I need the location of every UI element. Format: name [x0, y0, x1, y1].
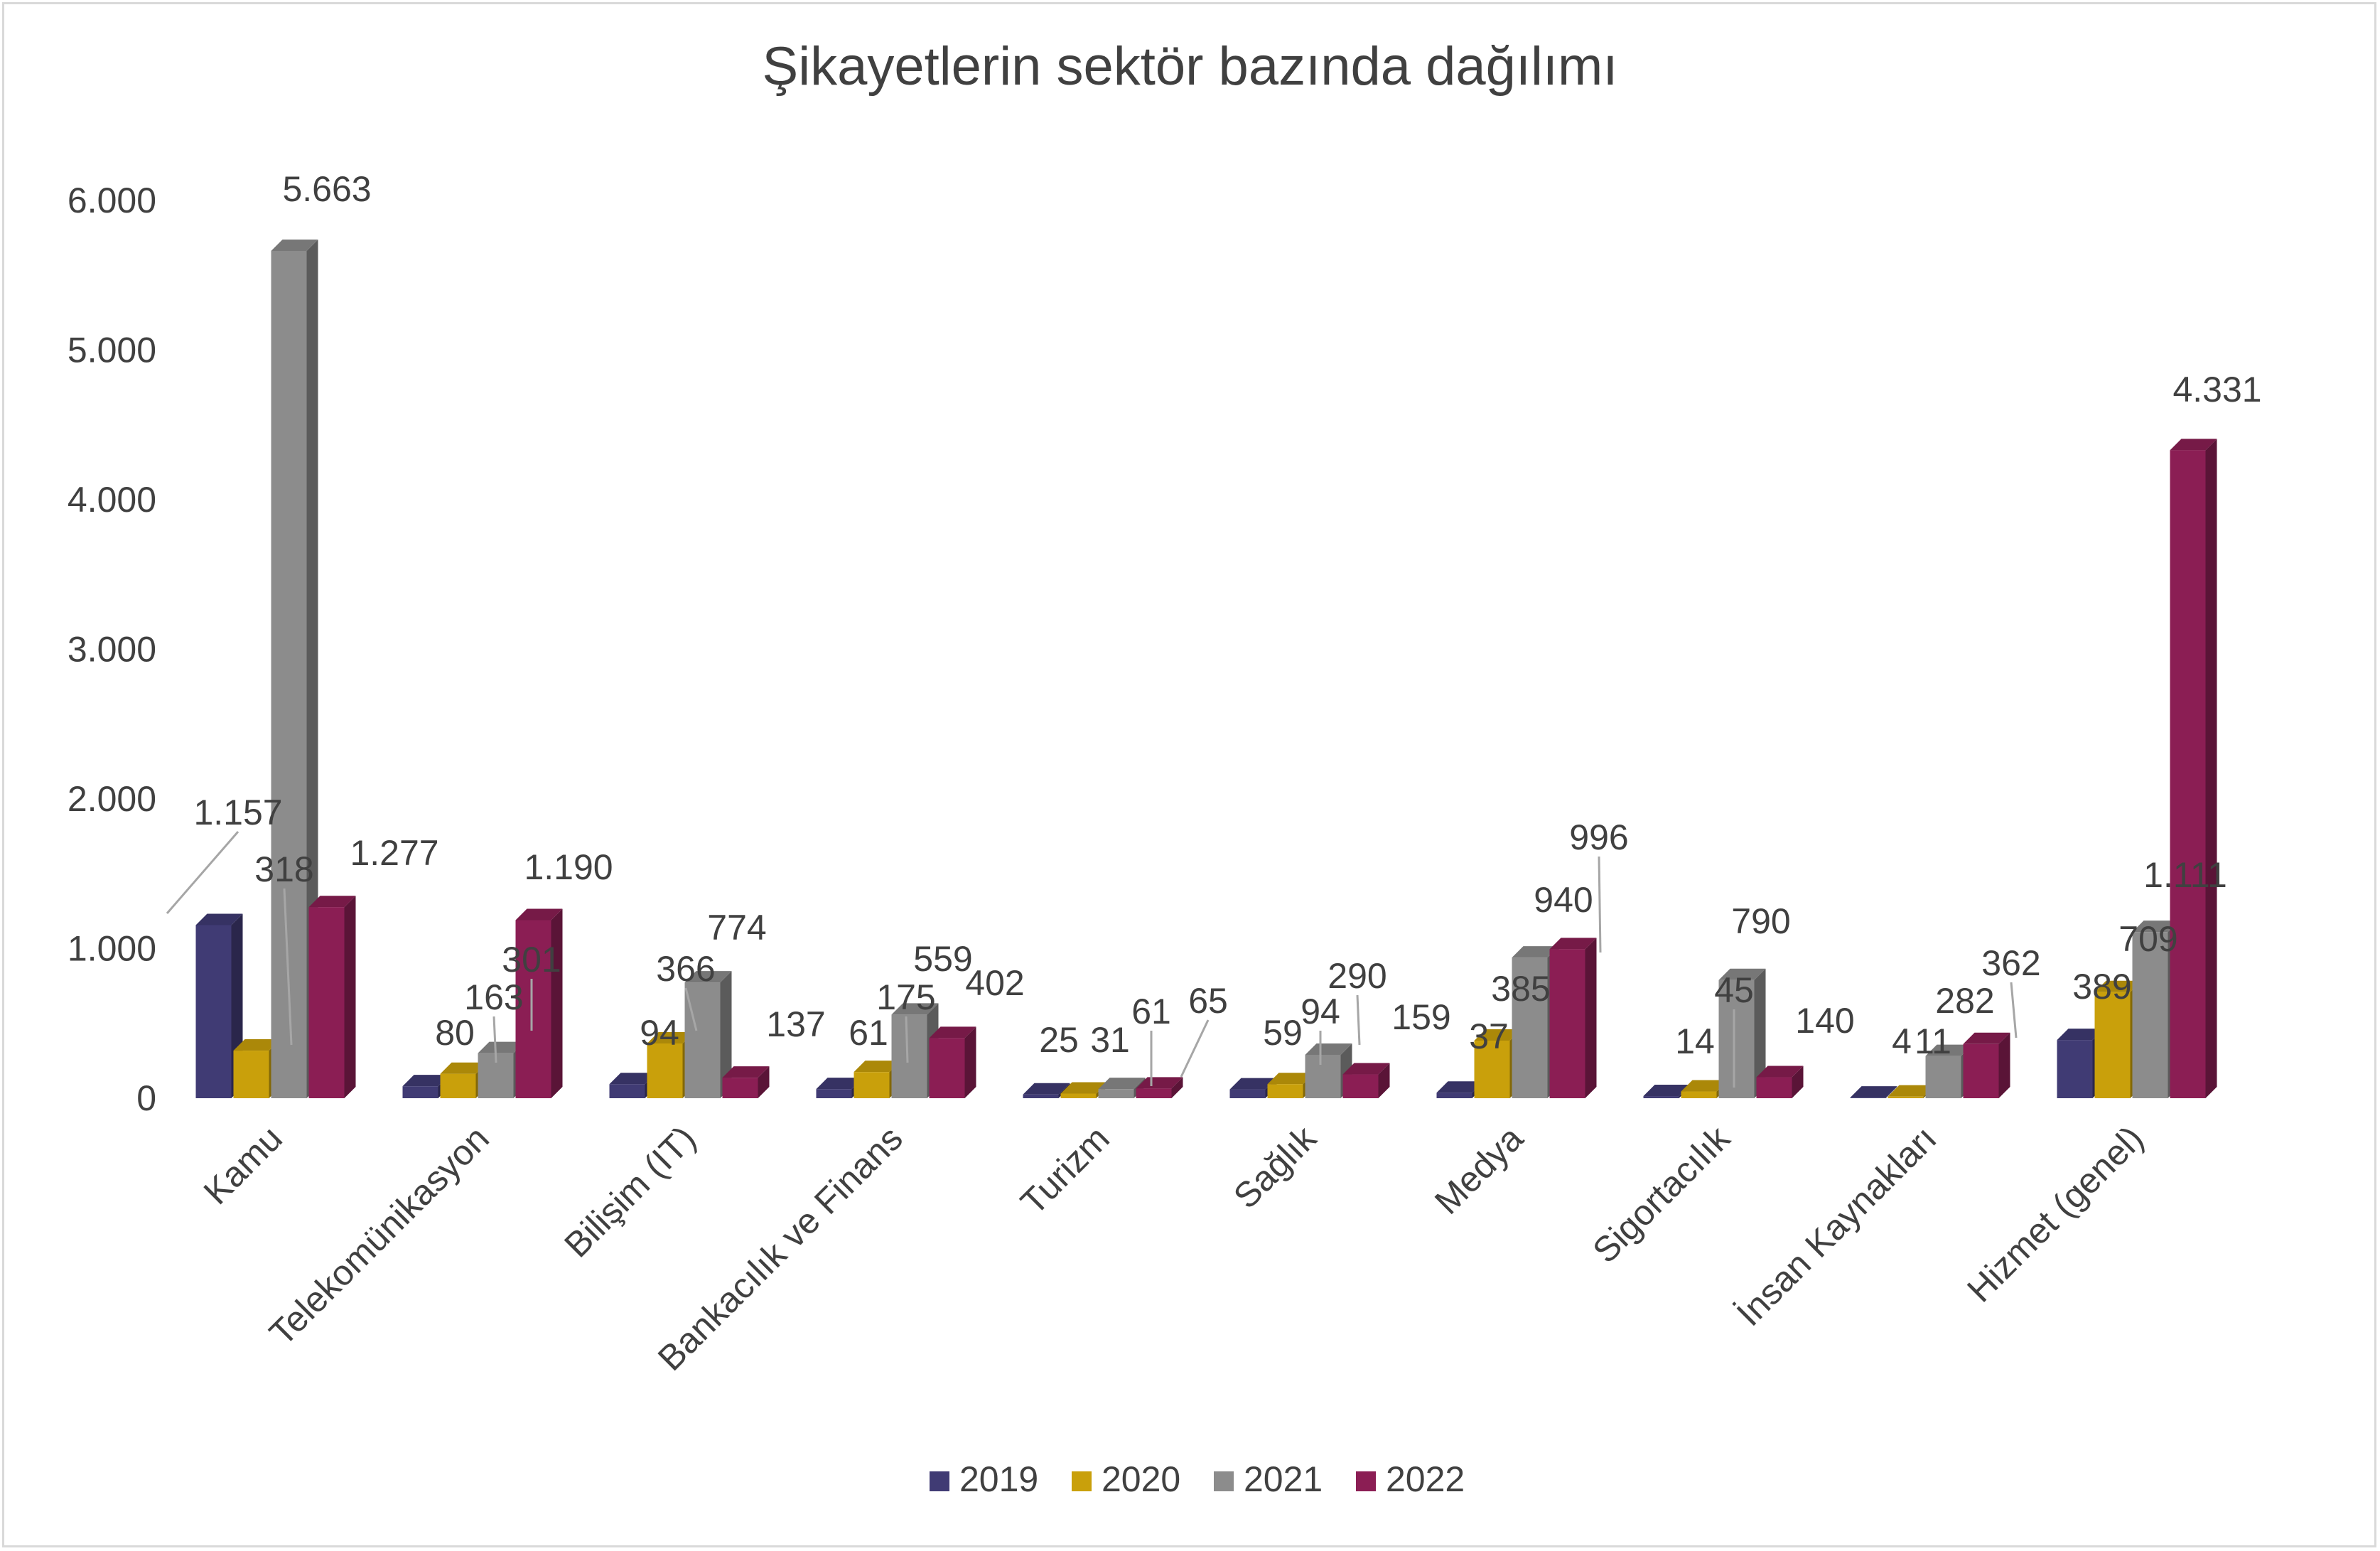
bar — [515, 908, 563, 1098]
bar — [1549, 938, 1597, 1098]
legend-item: 2019 — [930, 1459, 1038, 1499]
x-tick-label: Bilişim (IT) — [556, 1118, 704, 1265]
bar — [1342, 1063, 1390, 1098]
data-label: 11 — [1915, 1021, 1951, 1061]
legend-swatch — [1072, 1471, 1092, 1491]
data-label: 4 — [1892, 1021, 1912, 1061]
data-label: 163 — [464, 977, 523, 1017]
leader-line — [1598, 856, 1602, 953]
x-tick-label: Sağlık — [1226, 1117, 1325, 1216]
data-label: 4.331 — [2172, 370, 2261, 409]
y-tick-label: 0 — [136, 1078, 156, 1118]
data-label: 45 — [1714, 970, 1754, 1010]
data-label: 14 — [1675, 1021, 1715, 1061]
data-label: 65 — [1188, 981, 1228, 1021]
data-label: 94 — [1301, 992, 1340, 1031]
x-tick-label: Kamu — [196, 1118, 290, 1212]
x-tick-label: İnsan Kaynakları — [1729, 1118, 1944, 1333]
data-label: 61 — [849, 1013, 888, 1053]
legend-item: 2020 — [1072, 1459, 1180, 1499]
bar — [1850, 1086, 1897, 1098]
legend-item: 2021 — [1214, 1459, 1323, 1499]
y-tick-label: 3.000 — [68, 630, 156, 670]
leader-line — [1180, 1019, 1210, 1078]
legend-swatch — [930, 1471, 949, 1491]
data-label: 94 — [640, 1013, 679, 1053]
data-label: 1.157 — [193, 793, 282, 832]
data-label: 389 — [2072, 967, 2131, 1007]
data-label: 362 — [1981, 943, 2040, 983]
legend: 2019 2020 2021 2022 — [930, 1459, 1465, 1499]
data-label: 1.277 — [350, 833, 438, 873]
data-label: 301 — [502, 940, 561, 980]
bar — [1756, 1066, 1804, 1098]
leader-line — [2010, 982, 2018, 1039]
chart-title: Şikayetlerin sektör bazında dağılımı — [762, 36, 1618, 97]
data-label: 996 — [1569, 817, 1628, 857]
bar — [2170, 439, 2217, 1098]
legend-item: 2022 — [1356, 1459, 1465, 1499]
data-label: 790 — [1731, 901, 1790, 941]
data-label: 940 — [1534, 880, 1593, 920]
data-label: 140 — [1795, 1001, 1854, 1041]
leader-line — [905, 1016, 909, 1063]
bar-group — [195, 239, 2217, 1099]
legend-label: 2022 — [1386, 1459, 1465, 1499]
y-tick-label: 2.000 — [68, 779, 156, 819]
bar — [929, 1026, 976, 1098]
data-label: 159 — [1391, 997, 1450, 1037]
data-label: 175 — [876, 977, 935, 1017]
bar — [308, 896, 356, 1098]
bar — [1136, 1077, 1183, 1098]
data-label: 559 — [913, 939, 972, 979]
data-label: 31 — [1090, 1020, 1130, 1060]
legend-label: 2020 — [1102, 1459, 1180, 1499]
bar — [684, 971, 732, 1098]
data-label: 318 — [254, 849, 313, 889]
x-tick-label: Telekomünikasyon — [262, 1118, 496, 1353]
data-label: 366 — [656, 949, 715, 989]
data-label: 709 — [2118, 919, 2177, 959]
legend-label: 2021 — [1244, 1459, 1323, 1499]
x-tick-label: Hizmet (genel) — [1959, 1118, 2150, 1309]
y-tick-label: 1.000 — [68, 929, 156, 969]
leader-line — [283, 888, 293, 1046]
data-label: 61 — [1131, 992, 1171, 1031]
data-label: 282 — [1935, 981, 1994, 1021]
leader-line — [1356, 994, 1361, 1046]
y-axis: 0 1.000 2.000 3.000 4.000 5.000 6.000 — [68, 181, 156, 1118]
data-label: 290 — [1328, 956, 1386, 996]
data-label: 774 — [707, 908, 766, 948]
bar — [1963, 1032, 2010, 1098]
legend-swatch — [1214, 1471, 1234, 1491]
bar — [722, 1066, 770, 1098]
x-tick-label: Turizm — [1013, 1118, 1116, 1222]
data-label: 5.663 — [282, 169, 371, 209]
data-label: 59 — [1263, 1013, 1303, 1053]
data-label: 385 — [1491, 969, 1550, 1009]
data-label: 80 — [435, 1013, 475, 1053]
data-label: 137 — [766, 1004, 825, 1044]
data-label: 1.190 — [524, 847, 613, 887]
leader-line — [166, 831, 239, 914]
bar — [1718, 968, 1766, 1098]
y-tick-label: 4.000 — [68, 480, 156, 520]
data-label: 25 — [1039, 1020, 1079, 1060]
legend-swatch — [1356, 1471, 1376, 1491]
leader-line — [684, 987, 698, 1031]
bar — [271, 239, 318, 1099]
y-tick-label: 6.000 — [68, 181, 156, 220]
legend-label: 2019 — [959, 1459, 1038, 1499]
data-label: 1.111 — [2143, 855, 2227, 895]
data-label: 402 — [965, 963, 1024, 1003]
data-label: 37 — [1469, 1016, 1509, 1056]
x-tick-label: Medya — [1427, 1118, 1531, 1222]
x-tick-label: Sigortacılık — [1585, 1117, 1738, 1270]
leader-line — [492, 1016, 497, 1063]
y-tick-label: 5.000 — [68, 331, 156, 370]
